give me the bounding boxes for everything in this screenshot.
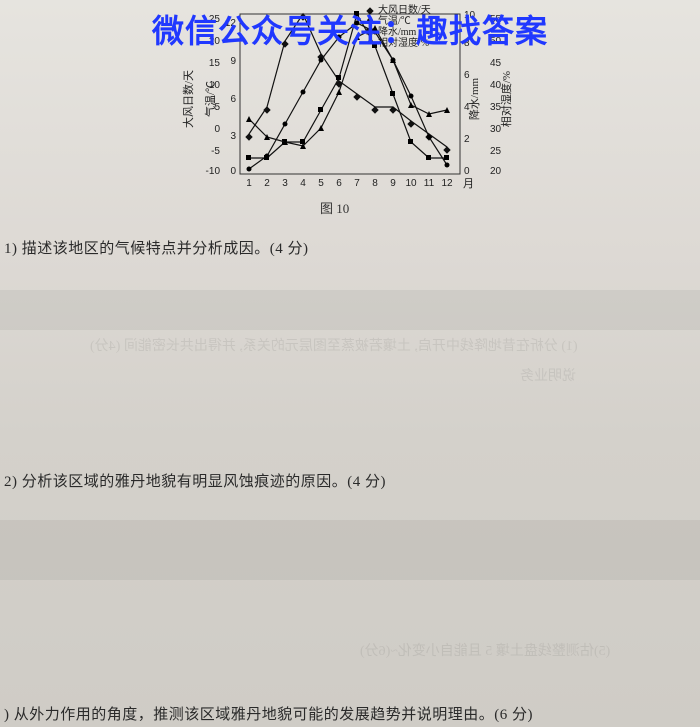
svg-text:40: 40: [490, 80, 502, 91]
svg-text:6: 6: [464, 70, 470, 81]
axis-right-precip: 降水/mm 0 2 4 6 8 10: [464, 10, 481, 177]
chart-caption: 图 10: [320, 198, 349, 217]
svg-text:0: 0: [464, 166, 470, 177]
question-1: 1) 描述该地区的气候特点并分析成因。(4 分): [4, 237, 309, 258]
ghost-text: (1) 分析在昔地降线中开启, 土壤若被蒸至图层元的关系, 并得出共长密能间 (…: [90, 335, 578, 355]
question-3: ) 从外力作用的角度，推测该区域雅丹地貌可能的发展趋势并说明理由。(6 分): [4, 703, 533, 724]
svg-text:10: 10: [209, 80, 221, 91]
svg-text:-5: -5: [211, 146, 220, 157]
svg-text:气温/℃: 气温/℃: [378, 14, 411, 27]
svg-text:4: 4: [300, 178, 306, 189]
svg-text:9: 9: [230, 56, 236, 67]
svg-text:20: 20: [209, 36, 221, 47]
axis-right-humidity: 相对湿度/% 20 25 30 35 40 45 50 55: [490, 14, 513, 177]
svg-text:30: 30: [490, 124, 502, 135]
svg-text:大风日数/天: 大风日数/天: [378, 4, 431, 16]
svg-text:2: 2: [464, 134, 470, 145]
svg-text:8: 8: [464, 38, 470, 49]
svg-text:5: 5: [318, 178, 324, 189]
svg-text:45: 45: [490, 58, 502, 69]
svg-text:12: 12: [441, 178, 453, 189]
svg-text:11: 11: [424, 178, 435, 189]
svg-text:6: 6: [336, 178, 342, 189]
svg-text:12: 12: [225, 18, 237, 29]
svg-text:20: 20: [490, 166, 502, 177]
paper-shadow: [0, 520, 700, 580]
svg-text:-10: -10: [206, 166, 221, 177]
svg-text:5: 5: [214, 102, 220, 113]
svg-text:7: 7: [354, 178, 360, 189]
chart-legend: 大风日数/天 气温/℃ 降水/mm 相对湿度/%: [367, 4, 431, 49]
svg-text:55: 55: [490, 14, 502, 25]
ghost-text: 说明业务: [520, 365, 576, 385]
svg-text:4: 4: [464, 102, 470, 113]
svg-text:月: 月: [463, 178, 474, 190]
svg-text:50: 50: [490, 36, 502, 47]
svg-text:1: 1: [246, 178, 252, 189]
climate-chart: 大风日数/天 0 3 6 9 12 气温/℃ -10 -5 0 5 10 15 …: [170, 4, 530, 194]
svg-text:9: 9: [390, 178, 396, 189]
paper-shadow: [0, 290, 700, 330]
chart-svg: 大风日数/天 0 3 6 9 12 气温/℃ -10 -5 0 5 10 15 …: [170, 4, 530, 194]
series-precip: [246, 11, 449, 160]
svg-text:6: 6: [230, 94, 236, 105]
svg-text:8: 8: [372, 178, 378, 189]
question-2: 2) 分析该区域的雅丹地貌有明显风蚀痕迹的原因。(4 分): [4, 470, 386, 491]
svg-text:10: 10: [464, 10, 476, 21]
svg-text:25: 25: [209, 14, 221, 25]
axis-x: 1 2 3 4 5 6 7 8 9 10 11 12 月: [246, 178, 474, 190]
svg-text:大风日数/天: 大风日数/天: [181, 70, 195, 128]
svg-text:2: 2: [264, 178, 270, 189]
series-wind: [246, 14, 450, 153]
exam-page: 微信公众号关注：趣找答案 大风日数/天 0 3 6 9 12 气温/℃ -10: [0, 0, 700, 727]
svg-text:35: 35: [490, 102, 502, 113]
svg-text:3: 3: [282, 178, 288, 189]
ghost-text: (5)估测整线盘土壤 5 且能自小变化~(6分): [360, 640, 610, 660]
svg-text:降水/mm: 降水/mm: [467, 77, 481, 120]
svg-text:10: 10: [405, 178, 417, 189]
svg-text:0: 0: [214, 124, 220, 135]
svg-text:25: 25: [490, 146, 502, 157]
svg-text:降水/mm: 降水/mm: [378, 25, 417, 38]
svg-text:3: 3: [230, 131, 236, 142]
axis-left-temp: 气温/℃ -10 -5 0 5 10 15 20 25: [203, 14, 220, 177]
svg-text:15: 15: [209, 58, 221, 69]
svg-text:0: 0: [230, 166, 236, 177]
